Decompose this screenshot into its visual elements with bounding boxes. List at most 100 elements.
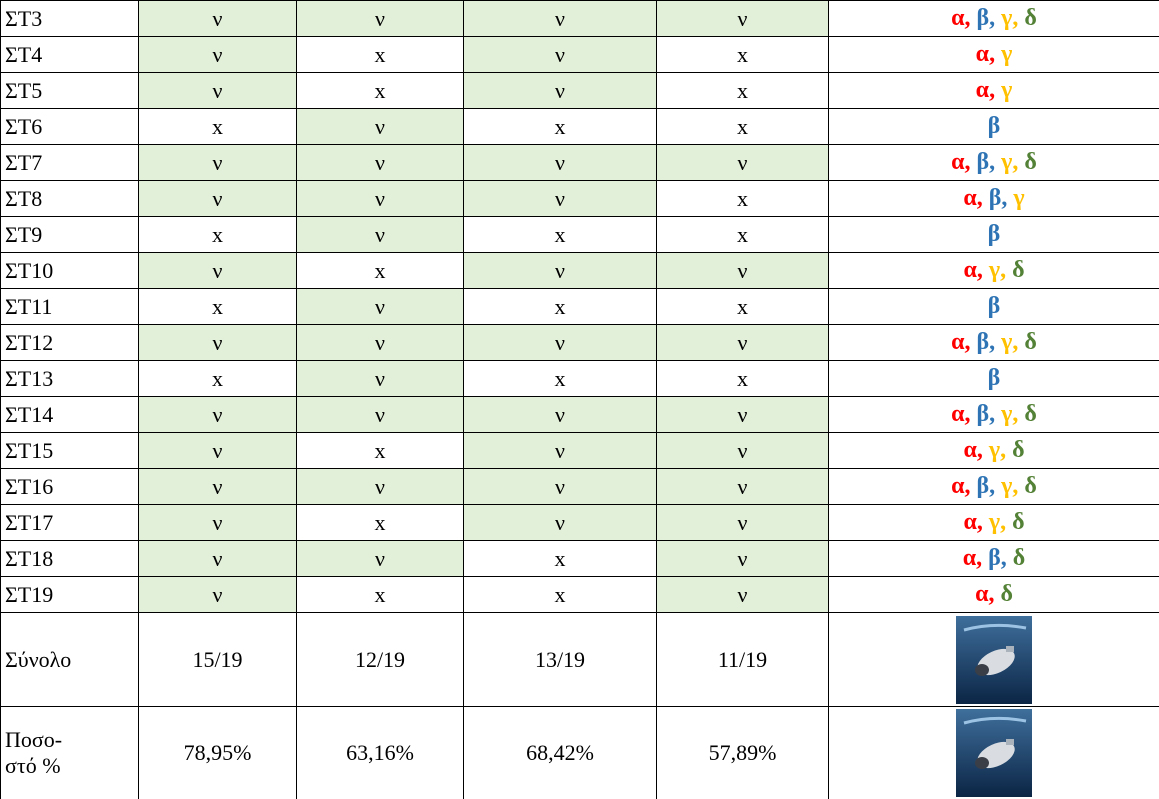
letter: δ	[1012, 545, 1026, 571]
letters-cell: α, β, γ, δ	[828, 144, 1159, 181]
mark-cell: ν	[138, 432, 297, 469]
mark-cell: x	[656, 72, 829, 109]
mark-cell: ν	[138, 396, 297, 433]
row-label: ΣΤ11	[0, 288, 139, 325]
table-row: ΣΤ14 ν ν ν ν α, β, γ, δ	[0, 396, 1159, 433]
table-row: ΣΤ9 x ν x x β	[0, 216, 1159, 253]
submarine-image	[956, 709, 1032, 797]
mark-cell: ν	[463, 72, 657, 109]
row-label: ΣΤ15	[0, 432, 139, 469]
mark-cell: ν	[656, 144, 829, 181]
letter: γ	[1001, 77, 1013, 103]
letter: β,	[976, 329, 996, 355]
mark-cell: x	[138, 288, 297, 325]
mark-cell: x	[138, 216, 297, 253]
letter: γ	[1013, 185, 1025, 211]
letter: γ,	[1001, 149, 1019, 175]
mark-cell: ν	[463, 252, 657, 289]
mark-cell: ν	[296, 216, 464, 253]
letter: δ	[1024, 473, 1037, 499]
letters-cell: α, β, γ, δ	[828, 396, 1159, 433]
summary-cell: 13/19	[463, 612, 657, 707]
mark-cell: ν	[296, 288, 464, 325]
mark-cell: ν	[138, 504, 297, 541]
mark-cell: ν	[138, 252, 297, 289]
letters-cell: β	[828, 108, 1159, 145]
mark-cell: ν	[138, 0, 297, 37]
mark-cell: x	[463, 216, 657, 253]
row-label: ΣΤ8	[0, 180, 139, 217]
mark-cell: x	[656, 288, 829, 325]
table-row: ΣΤ13 x ν x x β	[0, 360, 1159, 397]
letter: α,	[963, 437, 983, 463]
letter: β,	[988, 545, 1007, 571]
letter: α,	[963, 185, 983, 211]
row-label: Σύνολο	[0, 612, 139, 707]
summary-cell: 12/19	[296, 612, 464, 707]
letter: β,	[976, 5, 996, 31]
mark-cell: x	[296, 504, 464, 541]
letter: α,	[975, 581, 995, 607]
table-row: ΣΤ18 ν ν x ν α, β, δ	[0, 540, 1159, 577]
letters-cell: α, γ, δ	[828, 432, 1159, 469]
mark-cell: x	[656, 36, 829, 73]
summary-row: Σύνολο 15/19 12/19 13/19 11/19	[0, 612, 1159, 707]
mark-cell: x	[656, 216, 829, 253]
mark-cell: ν	[463, 432, 657, 469]
letter: γ	[1001, 41, 1013, 67]
summary-cell: 78,95%	[138, 706, 297, 799]
mark-cell: ν	[296, 144, 464, 181]
mark-cell: ν	[296, 360, 464, 397]
letter: β,	[976, 149, 996, 175]
summary-cell: 63,16%	[296, 706, 464, 799]
letter: β	[987, 113, 1001, 139]
letter: δ	[1024, 5, 1037, 31]
letter: γ,	[1001, 329, 1019, 355]
mark-cell: ν	[296, 108, 464, 145]
letter: α,	[975, 77, 996, 103]
letters-cell: α, β, γ, δ	[828, 0, 1159, 37]
mark-cell: ν	[138, 144, 297, 181]
letter: α,	[951, 401, 971, 427]
mark-cell: ν	[656, 504, 829, 541]
mark-cell: ν	[138, 576, 297, 613]
table-row: ΣΤ10 ν x ν ν α, γ, δ	[0, 252, 1159, 289]
letters-cell: α, β, γ, δ	[828, 468, 1159, 505]
letter: γ,	[988, 437, 1007, 463]
letter: γ,	[1001, 473, 1019, 499]
mark-cell: ν	[656, 468, 829, 505]
mark-cell: ν	[296, 324, 464, 361]
letter: β	[987, 365, 1001, 391]
mark-cell: x	[656, 360, 829, 397]
mark-cell: ν	[463, 324, 657, 361]
mark-cell: x	[296, 576, 464, 613]
letter: α,	[951, 5, 971, 31]
row-label: Ποσο-στό %	[0, 706, 139, 799]
mark-cell: x	[463, 288, 657, 325]
mark-cell: ν	[296, 0, 464, 37]
mark-cell: x	[138, 108, 297, 145]
mark-cell: x	[296, 72, 464, 109]
letters-cell: β	[828, 288, 1159, 325]
mark-cell: ν	[656, 396, 829, 433]
mark-cell: ν	[656, 540, 829, 577]
table-row: ΣΤ4 ν x ν x α, γ	[0, 36, 1159, 73]
mark-cell: x	[463, 108, 657, 145]
image-cell	[828, 612, 1159, 707]
letter: γ,	[1001, 5, 1019, 31]
mark-cell: ν	[463, 180, 657, 217]
table-row: ΣΤ8 ν ν ν x α, β, γ	[0, 180, 1159, 217]
mark-cell: x	[656, 108, 829, 145]
table-row: ΣΤ6 x ν x x β	[0, 108, 1159, 145]
letter: δ	[1012, 437, 1025, 463]
mark-cell: x	[296, 432, 464, 469]
submarine-image	[956, 615, 1032, 704]
row-label: ΣΤ10	[0, 252, 139, 289]
row-label: ΣΤ18	[0, 540, 139, 577]
mark-cell: ν	[463, 0, 657, 37]
letter: α,	[975, 41, 996, 67]
mark-cell: ν	[656, 576, 829, 613]
letter: α,	[962, 545, 983, 571]
letter: α,	[951, 329, 971, 355]
